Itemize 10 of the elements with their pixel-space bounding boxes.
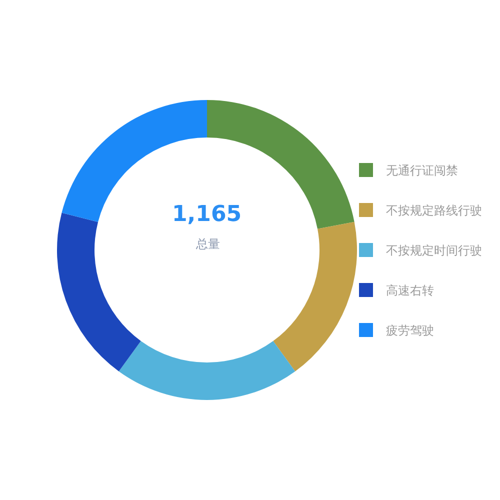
donut-slice bbox=[118, 341, 296, 400]
legend-label: 高速右转 bbox=[386, 284, 434, 298]
donut-slice bbox=[273, 222, 357, 372]
legend-label: 疲劳驾驶 bbox=[386, 324, 434, 338]
text: 总量 bbox=[195, 237, 220, 251]
legend-label: 不按规定时间行驶 bbox=[386, 244, 482, 258]
legend-label: 不按规定路线行驶 bbox=[386, 204, 482, 218]
donut-slice bbox=[57, 212, 141, 372]
legend-label: 无通行证闯禁 bbox=[386, 164, 458, 178]
text: 1,165 bbox=[172, 202, 242, 227]
